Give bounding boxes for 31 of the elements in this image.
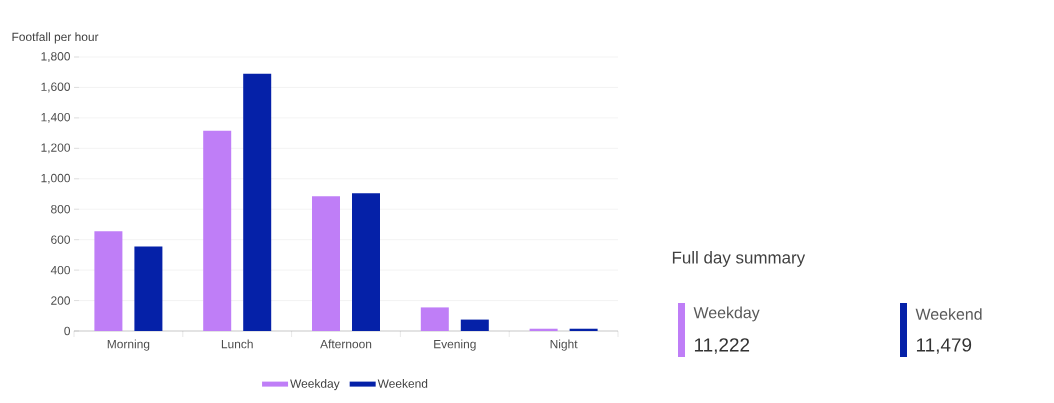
y-tick-label: 1,600: [41, 82, 71, 93]
y-axis-title: Footfall per hour: [12, 32, 99, 44]
y-tick-label: 800: [51, 205, 71, 214]
category-label: Weekday: [693, 306, 760, 322]
x-tick-label: Afternoon: [320, 339, 372, 349]
category-label: Weekend: [915, 308, 982, 320]
bar: [134, 246, 163, 331]
y-tick-label: 600: [51, 235, 71, 244]
bar: [203, 130, 232, 331]
y-tick-label: 1,200: [41, 143, 71, 154]
text: 11,222: [694, 338, 750, 354]
bar: [312, 196, 340, 331]
legend-label: Weekend: [377, 379, 428, 388]
text: 11,479: [916, 338, 972, 354]
y-tick-label: 0: [64, 326, 71, 336]
y-tick-label: 1,000: [41, 173, 71, 184]
x-tick-label: Night: [550, 339, 578, 351]
text: Full day summary: [672, 251, 806, 267]
bar: [94, 231, 123, 331]
bar: [460, 319, 489, 331]
y-tick-label: 200: [51, 296, 71, 305]
legend-label: Weekday: [290, 379, 340, 391]
y-tick-label: 400: [50, 265, 71, 275]
bar: [352, 193, 380, 331]
y-tick-label: 1,800: [41, 52, 71, 62]
y-tick-label: 1,400: [41, 112, 71, 123]
x-tick-label: Lunch: [221, 339, 253, 349]
x-tick-label: Evening: [434, 339, 476, 351]
x-tick-label: Morning: [107, 339, 150, 351]
bar: [420, 307, 449, 331]
bar: [243, 73, 272, 331]
